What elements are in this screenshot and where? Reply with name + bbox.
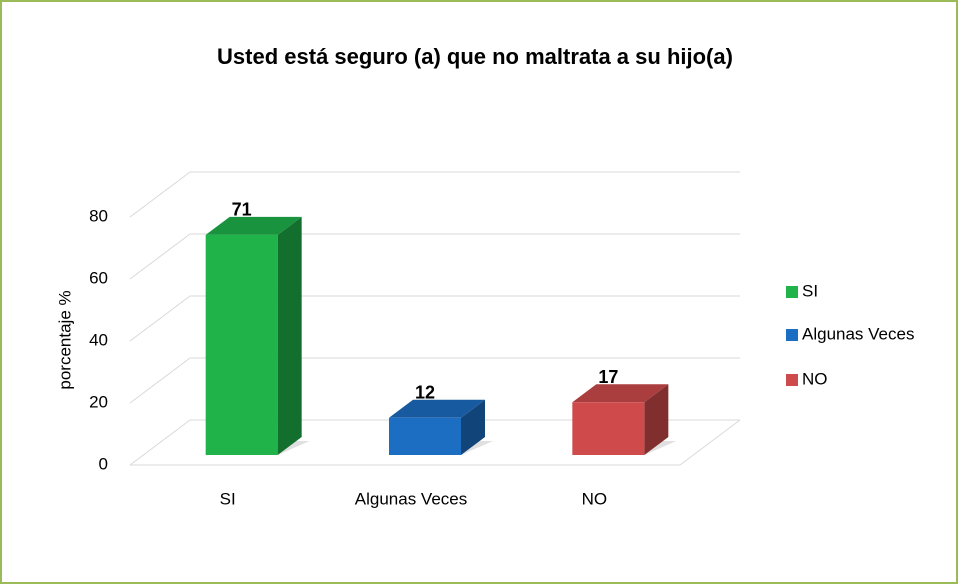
- x-tick-label: SI: [220, 489, 236, 508]
- legend-label: SI: [802, 281, 818, 300]
- x-tick-label: NO: [582, 489, 608, 508]
- bar: [205, 234, 278, 455]
- grid-line: [129, 419, 191, 466]
- bar-side: [461, 399, 485, 455]
- legend-swatch: [786, 374, 798, 386]
- chart-title: Usted está seguro (a) que no maltrata a …: [217, 44, 733, 69]
- legend-label: Algunas Veces: [802, 324, 914, 343]
- bar: [389, 417, 461, 455]
- data-label: 71: [232, 200, 252, 220]
- legend-label: NO: [802, 369, 828, 388]
- bar-side: [644, 384, 669, 455]
- data-label: 12: [415, 383, 435, 403]
- y-axis-label: porcentaje %: [55, 290, 74, 389]
- bar-top: [205, 216, 302, 235]
- grid-line: [129, 357, 191, 404]
- grid-line: [129, 295, 191, 342]
- y-tick-label: 40: [89, 330, 108, 349]
- bar: [572, 402, 645, 455]
- y-tick-label: 0: [99, 454, 108, 473]
- grid-line: [129, 233, 191, 280]
- bar-top: [572, 384, 669, 403]
- grid-line: [129, 171, 191, 218]
- data-label: 17: [598, 367, 618, 387]
- floor-edge: [679, 419, 741, 466]
- x-tick-label: Algunas Veces: [355, 489, 467, 508]
- legend-swatch: [786, 286, 798, 298]
- legend-swatch: [786, 329, 798, 341]
- bar-top: [389, 399, 485, 418]
- y-tick-label: 80: [89, 206, 108, 225]
- y-tick-label: 60: [89, 268, 108, 287]
- bar-side: [277, 216, 302, 455]
- y-tick-label: 20: [89, 392, 108, 411]
